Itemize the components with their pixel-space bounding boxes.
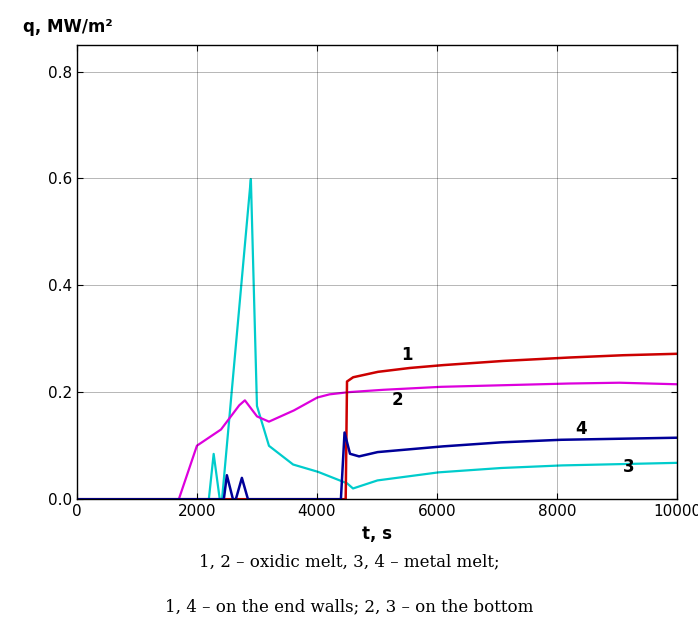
Text: q, MW/m²: q, MW/m² [23,18,112,36]
Text: 1, 4 – on the end walls; 2, 3 – on the bottom: 1, 4 – on the end walls; 2, 3 – on the b… [165,598,533,615]
Text: 4: 4 [575,420,586,438]
Text: 1, 2 – oxidic melt, 3, 4 – metal melt;: 1, 2 – oxidic melt, 3, 4 – metal melt; [199,554,499,570]
Text: 3: 3 [623,458,634,476]
Text: 2: 2 [392,392,403,410]
X-axis label: t, s: t, s [362,525,392,543]
Text: 1: 1 [401,346,413,364]
